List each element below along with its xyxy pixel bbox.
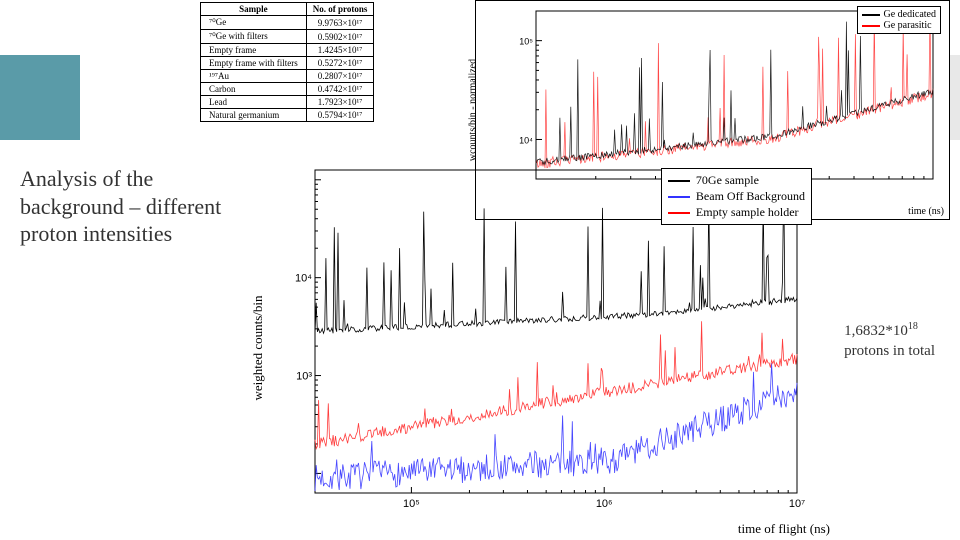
table-cell: 9.9763×10¹⁷ — [306, 16, 374, 30]
table-cell: ⁷⁰Ge — [201, 16, 307, 30]
table-cell: 1.4245×10¹⁷ — [306, 44, 374, 57]
table-header: Sample — [201, 3, 307, 16]
chart-top-legend: Ge dedicated Ge parasitic — [857, 6, 941, 34]
protons-total-label: 1,6832*1018 protons in total — [844, 320, 935, 361]
svg-text:10³: 10³ — [296, 371, 312, 383]
svg-text:10⁴: 10⁴ — [295, 273, 312, 285]
table-cell: ¹⁹⁷Au — [201, 70, 307, 83]
table-header: No. of protons — [306, 3, 374, 16]
table-cell: 0.5794×10¹⁷ — [306, 109, 374, 122]
chart-background-main: weighted counts/bin time of flight (ns) … — [250, 160, 820, 535]
chart-main-ylabel: weighted counts/bin — [250, 295, 266, 400]
table-cell: Empty frame with filters — [201, 57, 307, 70]
chart-top-xlabel: time (ns) — [908, 206, 944, 217]
chart-main-xlabel: time of flight (ns) — [738, 521, 830, 537]
table-cell: 1.7923×10¹⁷ — [306, 96, 374, 109]
accent-block-left — [0, 55, 80, 140]
table-cell: 0.4742×10¹⁷ — [306, 83, 374, 96]
svg-text:10⁶: 10⁶ — [596, 498, 613, 510]
table-cell: Empty frame — [201, 44, 307, 57]
table-cell: 0.5272×10¹⁷ — [306, 57, 374, 70]
svg-text:10⁵: 10⁵ — [403, 498, 420, 510]
table-cell: ⁷⁰Ge with filters — [201, 30, 307, 44]
svg-text:10⁵: 10⁵ — [519, 37, 533, 47]
table-cell: 0.5902×10¹⁷ — [306, 30, 374, 44]
svg-text:10⁷: 10⁷ — [789, 498, 805, 510]
table-cell: 0.2807×10¹⁷ — [306, 70, 374, 83]
chart-top-ylabel: wcounts/bin - normalized — [468, 59, 479, 161]
slide-title: Analysis of the background – different p… — [20, 165, 230, 248]
table-cell: Carbon — [201, 83, 307, 96]
sample-table: Sample No. of protons ⁷⁰Ge9.9763×10¹⁷⁷⁰G… — [200, 2, 374, 122]
table-cell: Lead — [201, 96, 307, 109]
table-cell: Natural germanium — [201, 109, 307, 122]
svg-text:10⁴: 10⁴ — [519, 135, 533, 145]
chart-main-legend: 70Ge sample Beam Off Background Empty sa… — [661, 168, 812, 225]
